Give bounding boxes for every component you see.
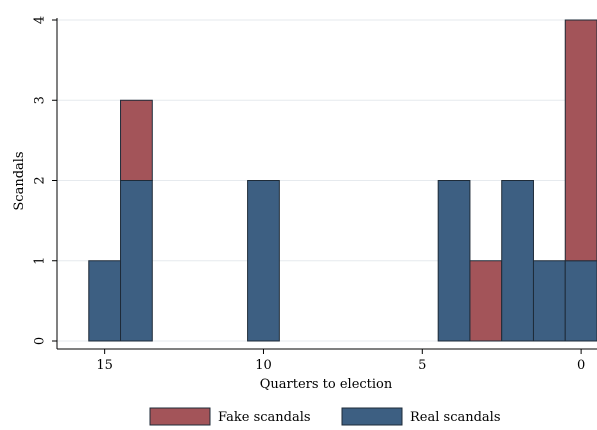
y-tick-label: 4 [33, 16, 48, 24]
y-tick-label: 0 [33, 337, 48, 345]
bar-real-scandals [501, 180, 534, 342]
legend-label-fake-scandals: Fake scandals [218, 410, 311, 425]
bar-fake-scandals [564, 19, 597, 262]
legend-swatch-fake-scandals [149, 407, 211, 426]
x-tick-label: 5 [418, 358, 426, 373]
axes [56, 18, 597, 350]
bars [88, 19, 597, 342]
x-tick-label: 0 [577, 358, 585, 373]
bar-real-scandals [564, 260, 597, 342]
bar-fake-scandals [469, 260, 503, 342]
legend-swatch-real-scandals [341, 407, 403, 426]
x-tick-label: 15 [96, 358, 113, 373]
bar-real-scandals [88, 260, 122, 342]
y-tick-label: 1 [33, 257, 48, 265]
ticks: 0 1 2 3 4 15 10 5 0 [33, 16, 586, 373]
y-tick-label: 3 [33, 96, 48, 104]
bar-real-scandals [532, 260, 566, 342]
x-tick-label: 10 [255, 358, 272, 373]
legend-label-real-scandals: Real scandals [410, 410, 501, 425]
bar-fake-scandals [120, 99, 153, 181]
bar-real-scandals [437, 180, 471, 342]
y-axis-label: Scandals [12, 151, 27, 210]
y-tick-label: 2 [33, 176, 48, 184]
bar-real-scandals [247, 180, 280, 342]
bar-real-scandals [120, 180, 153, 342]
legend: Fake scandals Real scandals [149, 407, 501, 426]
x-axis-label: Quarters to election [260, 377, 393, 392]
